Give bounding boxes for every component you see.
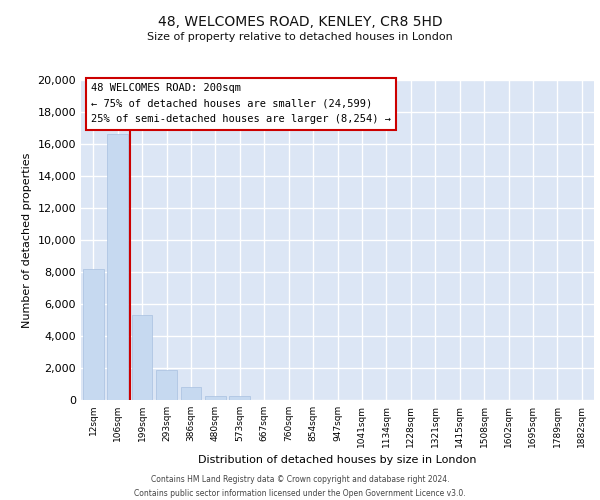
Text: Contains HM Land Registry data © Crown copyright and database right 2024.
Contai: Contains HM Land Registry data © Crown c… bbox=[134, 476, 466, 498]
Bar bbox=[181, 387, 202, 400]
Y-axis label: Number of detached properties: Number of detached properties bbox=[22, 152, 32, 328]
Bar bbox=[205, 396, 226, 400]
Bar bbox=[107, 134, 128, 400]
Text: 48, WELCOMES ROAD, KENLEY, CR8 5HD: 48, WELCOMES ROAD, KENLEY, CR8 5HD bbox=[158, 15, 442, 29]
Bar bbox=[156, 370, 177, 400]
X-axis label: Distribution of detached houses by size in London: Distribution of detached houses by size … bbox=[198, 456, 477, 466]
Text: Size of property relative to detached houses in London: Size of property relative to detached ho… bbox=[147, 32, 453, 42]
Bar bbox=[131, 315, 152, 400]
Bar bbox=[229, 396, 250, 400]
Text: 48 WELCOMES ROAD: 200sqm
← 75% of detached houses are smaller (24,599)
25% of se: 48 WELCOMES ROAD: 200sqm ← 75% of detach… bbox=[91, 83, 391, 124]
Bar bbox=[83, 269, 104, 400]
